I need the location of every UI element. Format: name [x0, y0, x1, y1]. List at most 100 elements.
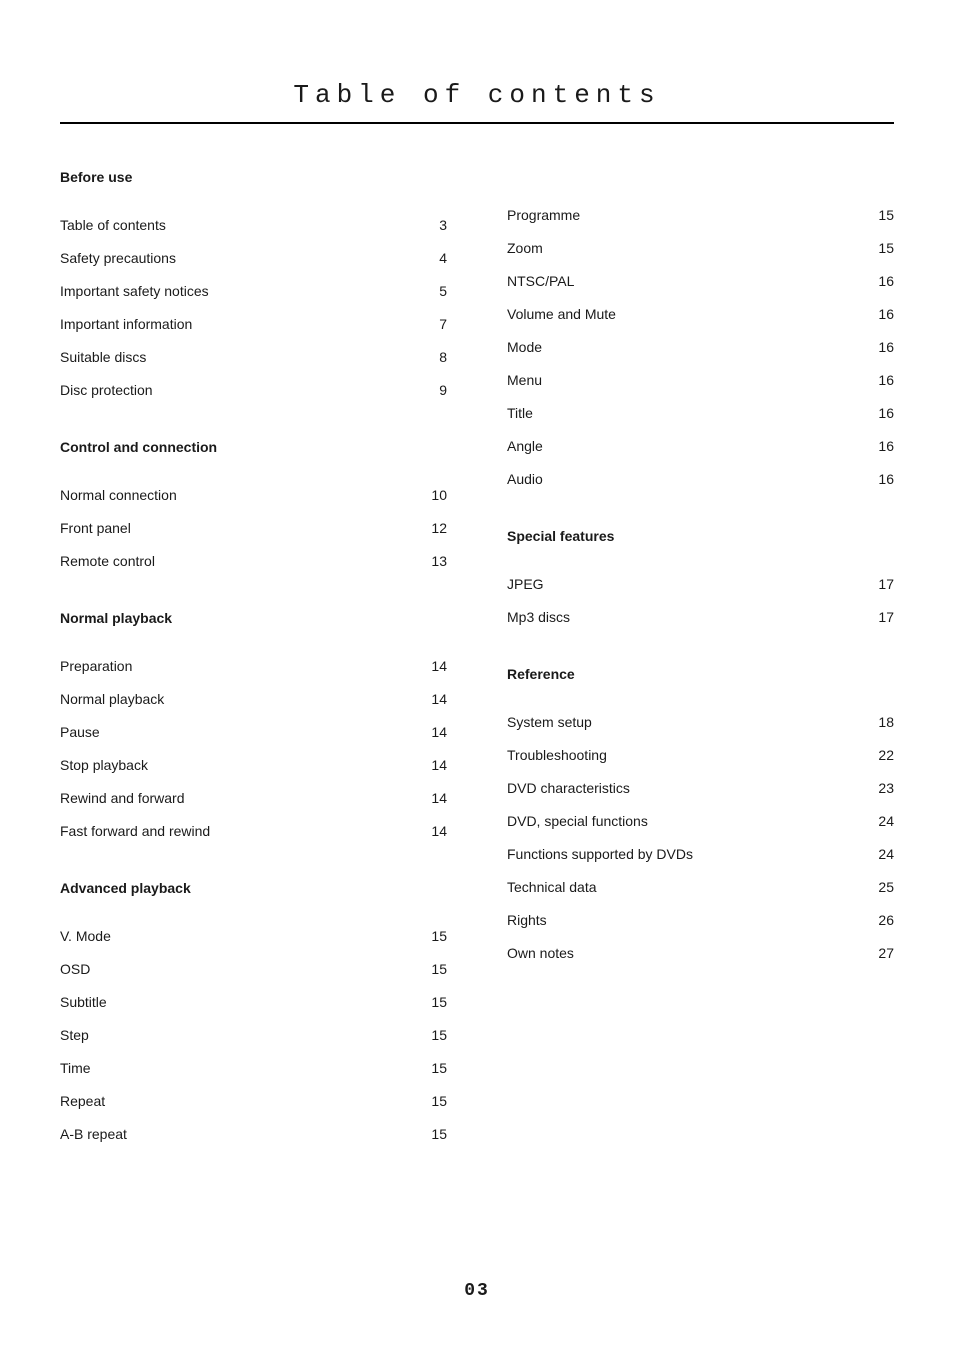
toc-page: 4 [417, 248, 447, 269]
toc-page: 14 [417, 689, 447, 710]
toc-row: Safety precautions4 [60, 248, 447, 269]
toc-row: Fast forward and rewind14 [60, 821, 447, 842]
toc-label: Fast forward and rewind [60, 821, 417, 842]
toc-page: 15 [864, 238, 894, 259]
toc-row: DVD characteristics23 [507, 778, 894, 799]
toc-row: Stop playback14 [60, 755, 447, 776]
toc-row: NTSC/PAL16 [507, 271, 894, 292]
toc-page: 16 [864, 337, 894, 358]
toc-row: Pause14 [60, 722, 447, 743]
toc-row: Important safety notices5 [60, 281, 447, 302]
toc-row: Title16 [507, 403, 894, 424]
toc-page: 16 [864, 271, 894, 292]
toc-page: 15 [417, 1124, 447, 1145]
toc-row: Suitable discs8 [60, 347, 447, 368]
toc-label: Pause [60, 722, 417, 743]
toc-label: Normal connection [60, 485, 417, 506]
toc-row: Rights26 [507, 910, 894, 931]
toc-page: 15 [417, 1025, 447, 1046]
toc-label: Functions supported by DVDs [507, 844, 864, 865]
toc-label: Troubleshooting [507, 745, 864, 766]
toc-page: 15 [417, 1091, 447, 1112]
section-header: Before use [60, 169, 447, 185]
left-column: Before use Table of contents3 Safety preca… [60, 169, 447, 1183]
toc-page: 15 [864, 205, 894, 226]
toc-label: Normal playback [60, 689, 417, 710]
toc-page: 16 [864, 436, 894, 457]
toc-label: Front panel [60, 518, 417, 539]
toc-row: Remote control13 [60, 551, 447, 572]
toc-label: Disc protection [60, 380, 417, 401]
toc-page: 14 [417, 788, 447, 809]
toc-page: 14 [417, 722, 447, 743]
toc-row: Zoom15 [507, 238, 894, 259]
toc-page: 15 [417, 926, 447, 947]
toc-label: JPEG [507, 574, 864, 595]
toc-row: Step15 [60, 1025, 447, 1046]
toc-row: Angle16 [507, 436, 894, 457]
toc-page: 15 [417, 1058, 447, 1079]
toc-page: 17 [864, 574, 894, 595]
toc-label: OSD [60, 959, 417, 980]
toc-page: 7 [417, 314, 447, 335]
toc-label: Title [507, 403, 864, 424]
toc-label: Time [60, 1058, 417, 1079]
toc-row: Rewind and forward14 [60, 788, 447, 809]
toc-label: Mp3 discs [507, 607, 864, 628]
toc-label: Important safety notices [60, 281, 417, 302]
toc-row: Time15 [60, 1058, 447, 1079]
toc-label: Subtitle [60, 992, 417, 1013]
toc-row: V. Mode15 [60, 926, 447, 947]
toc-label: Mode [507, 337, 864, 358]
toc-page: 8 [417, 347, 447, 368]
section-header: Special features [507, 528, 894, 544]
toc-label: Important information [60, 314, 417, 335]
toc-label: Own notes [507, 943, 864, 964]
toc-label: Audio [507, 469, 864, 490]
toc-row: Mode16 [507, 337, 894, 358]
toc-row: OSD15 [60, 959, 447, 980]
toc-page: 12 [417, 518, 447, 539]
toc-page: 16 [864, 403, 894, 424]
toc-page: 27 [864, 943, 894, 964]
toc-label: Menu [507, 370, 864, 391]
right-column: Programme15Zoom15NTSC/PAL16Volume and Mu… [507, 169, 894, 1183]
toc-label: Zoom [507, 238, 864, 259]
toc-page: 15 [417, 992, 447, 1013]
toc-row: Mp3 discs17 [507, 607, 894, 628]
toc-page: 3 [417, 215, 447, 236]
toc-page: 24 [864, 811, 894, 832]
toc-label: Suitable discs [60, 347, 417, 368]
toc-page: 16 [864, 469, 894, 490]
toc-row: A-B repeat15 [60, 1124, 447, 1145]
toc-label: Programme [507, 205, 864, 226]
toc-label: Safety precautions [60, 248, 417, 269]
toc-page: 14 [417, 656, 447, 677]
toc-page: 18 [864, 712, 894, 733]
toc-page: 16 [864, 370, 894, 391]
toc-row: JPEG17 [507, 574, 894, 595]
toc-columns: Before use Table of contents3 Safety preca… [60, 169, 894, 1183]
toc-label: Angle [507, 436, 864, 457]
toc-row: System setup18 [507, 712, 894, 733]
toc-page: 23 [864, 778, 894, 799]
toc-row: Table of contents3 [60, 215, 447, 236]
toc-page: 26 [864, 910, 894, 931]
toc-page: 9 [417, 380, 447, 401]
toc-row: Repeat15 [60, 1091, 447, 1112]
toc-row: Preparation14 [60, 656, 447, 677]
toc-row: Programme15 [507, 205, 894, 226]
toc-page: 14 [417, 821, 447, 842]
toc-label: Rewind and forward [60, 788, 417, 809]
toc-label: Repeat [60, 1091, 417, 1112]
toc-label: Step [60, 1025, 417, 1046]
toc-row: Own notes27 [507, 943, 894, 964]
toc-row: Volume and Mute16 [507, 304, 894, 325]
section-header: Control and connection [60, 439, 447, 455]
toc-label: Rights [507, 910, 864, 931]
toc-page: 17 [864, 607, 894, 628]
toc-page: 24 [864, 844, 894, 865]
toc-label: System setup [507, 712, 864, 733]
toc-row: Normal connection10 [60, 485, 447, 506]
toc-page: 13 [417, 551, 447, 572]
